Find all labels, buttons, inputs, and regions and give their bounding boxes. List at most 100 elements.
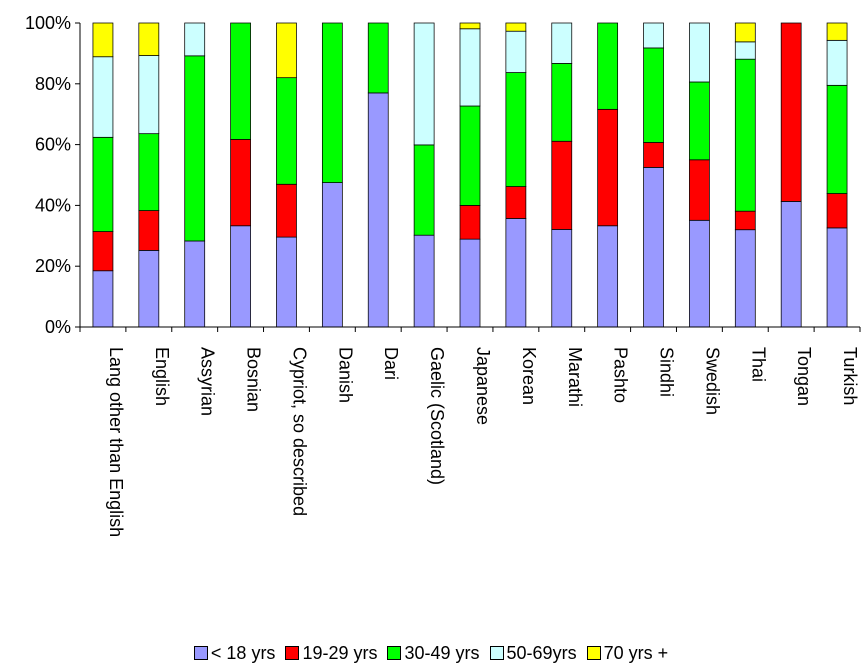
bar-segment <box>506 218 526 327</box>
bar-segment <box>598 226 618 327</box>
bar-segment <box>460 205 480 239</box>
bar-segment <box>185 23 205 56</box>
bar-segment <box>93 137 113 231</box>
bar-segment <box>460 239 480 327</box>
x-tick-label: Gaelic (Scotland) <box>427 347 447 485</box>
bar-segment <box>689 220 709 327</box>
bar-segment <box>644 23 664 48</box>
y-tick-label: 80% <box>35 74 71 94</box>
bar-segment <box>322 23 342 183</box>
bar-segment <box>276 23 296 78</box>
bar-segment <box>414 145 434 235</box>
bar-segment <box>552 229 572 327</box>
legend-label: 30-49 yrs <box>404 643 479 663</box>
bar-segment <box>460 106 480 205</box>
x-tick-label: Danish <box>335 347 355 403</box>
bar-segment <box>506 31 526 72</box>
x-tick-label: English <box>152 347 172 406</box>
bar-segment <box>781 201 801 327</box>
bar-segment <box>735 42 755 59</box>
legend: < 18 yrs 19-29 yrs 30-49 yrs 50-69yrs 70 yrs… <box>0 643 862 664</box>
bar-segment <box>231 139 251 225</box>
bar-segment <box>827 228 847 327</box>
bar-segment <box>552 63 572 141</box>
bar-segment <box>827 40 847 85</box>
bar-segment <box>93 271 113 327</box>
bar-segment <box>644 142 664 167</box>
bar-segment <box>689 160 709 220</box>
bars <box>93 23 847 327</box>
legend-item: 19-29 yrs <box>285 643 377 664</box>
bar-segment <box>689 23 709 82</box>
x-tick-label: Pashto <box>611 347 631 403</box>
bar-segment <box>368 93 388 327</box>
y-axis: 0% 20% 40% 60% 80% 100% <box>25 13 80 337</box>
legend-label: 19-29 yrs <box>302 643 377 663</box>
legend-item: 30-49 yrs <box>387 643 479 664</box>
x-tick-label: Lang other than English <box>106 347 126 537</box>
bar-segment <box>276 184 296 237</box>
bar-segment <box>735 23 755 42</box>
bar-segment <box>139 23 159 56</box>
bar-segment <box>506 73 526 187</box>
bar-segment <box>460 29 480 106</box>
x-tick-label: Thai <box>748 347 768 382</box>
x-tick-label: Dari <box>381 347 401 380</box>
bar-segment <box>368 23 388 93</box>
legend-swatch <box>587 646 601 660</box>
y-tick-label: 60% <box>35 135 71 155</box>
x-tick-label: Marathi <box>565 347 585 407</box>
bar-segment <box>781 23 801 201</box>
legend-swatch <box>285 646 299 660</box>
bar-segment <box>322 183 342 327</box>
bar-segment <box>414 23 434 145</box>
bar-segment <box>231 23 251 139</box>
bar-segment <box>827 85 847 193</box>
bar-segment <box>827 23 847 40</box>
legend-swatch <box>387 646 401 660</box>
x-axis: Lang other than English English Assyrian Bo… <box>80 327 860 537</box>
bar-segment <box>185 241 205 327</box>
bar-segment <box>506 187 526 219</box>
bar-segment <box>644 48 664 143</box>
bar-segment <box>185 56 205 241</box>
bar-segment <box>93 232 113 271</box>
bar-segment <box>644 167 664 327</box>
bar-segment <box>735 211 755 230</box>
y-tick-label: 0% <box>45 317 71 337</box>
bar-segment <box>93 57 113 138</box>
bar-segment <box>598 109 618 225</box>
chart: 0% 20% 40% 60% 80% 100% Lang other than Engli… <box>0 0 862 640</box>
bar-segment <box>93 23 113 57</box>
bar-segment <box>552 23 572 63</box>
x-tick-label: Swedish <box>702 347 722 415</box>
bar-segment <box>506 23 526 31</box>
bar-segment <box>139 250 159 327</box>
bar-segment <box>735 59 755 211</box>
bar-segment <box>735 230 755 327</box>
bar-segment <box>460 23 480 29</box>
bar-segment <box>598 23 618 109</box>
x-tick-label: Korean <box>519 347 539 405</box>
bar-segment <box>414 235 434 327</box>
y-tick-label: 20% <box>35 256 71 276</box>
legend-item: < 18 yrs <box>194 643 276 664</box>
x-tick-label: Cypriot, so described <box>289 347 309 516</box>
x-tick-label: Sindhi <box>657 347 677 397</box>
x-tick-label: Bosnian <box>244 347 264 412</box>
y-tick-label: 40% <box>35 195 71 215</box>
x-tick-label: Assyrian <box>198 347 218 416</box>
bar-segment <box>231 226 251 327</box>
legend-label: 70 yrs + <box>604 643 669 663</box>
bar-segment <box>139 134 159 211</box>
legend-label: < 18 yrs <box>211 643 276 663</box>
bar-segment <box>276 78 296 185</box>
bar-segment <box>139 211 159 251</box>
legend-swatch <box>490 646 504 660</box>
legend-label: 50-69yrs <box>507 643 577 663</box>
x-tick-label: Tongan <box>794 347 814 406</box>
bar-segment <box>827 194 847 228</box>
y-tick-label: 100% <box>25 13 71 33</box>
bar-segment <box>276 237 296 327</box>
x-tick-label: Turkish <box>840 347 860 405</box>
